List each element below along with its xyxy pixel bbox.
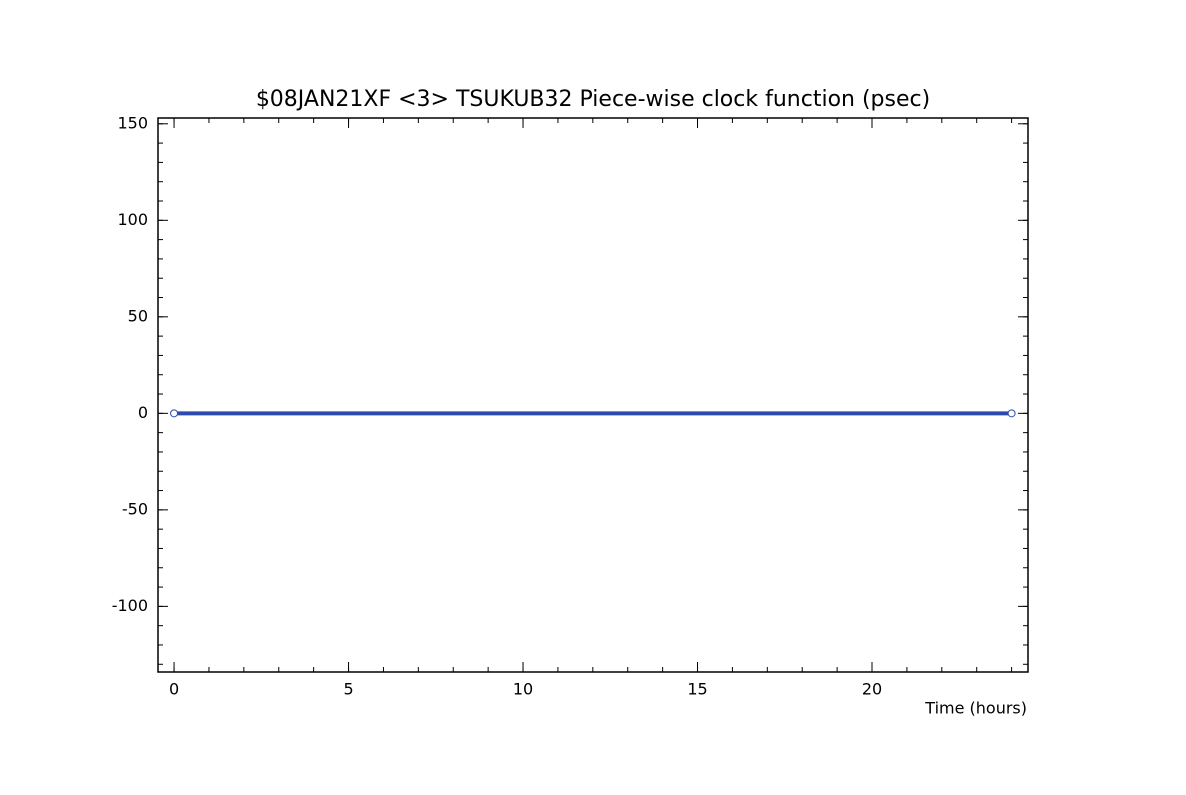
x-axis-label: Time (hours) (924, 699, 1027, 718)
x-tick-label: 20 (862, 680, 882, 699)
data-point (170, 409, 179, 418)
x-tick-label: 15 (687, 680, 707, 699)
y-tick-label: -100 (112, 596, 148, 615)
x-tick-label: 10 (513, 680, 533, 699)
y-tick-label: 0 (138, 403, 148, 422)
y-tick-label: -50 (122, 499, 148, 518)
x-tick-label: 0 (169, 680, 179, 699)
y-tick-label: 150 (117, 113, 148, 132)
y-tick-label: 100 (117, 210, 148, 229)
y-tick-label: 50 (128, 306, 148, 325)
data-point (1007, 409, 1016, 418)
chart-title: $08JAN21XF <3> TSUKUB32 Piece-wise clock… (256, 87, 930, 112)
x-tick-label: 5 (343, 680, 353, 699)
